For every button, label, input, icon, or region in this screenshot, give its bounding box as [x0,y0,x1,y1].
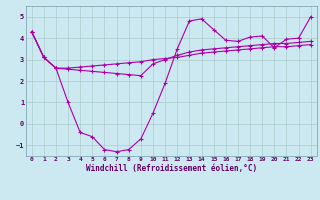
X-axis label: Windchill (Refroidissement éolien,°C): Windchill (Refroidissement éolien,°C) [86,164,257,173]
